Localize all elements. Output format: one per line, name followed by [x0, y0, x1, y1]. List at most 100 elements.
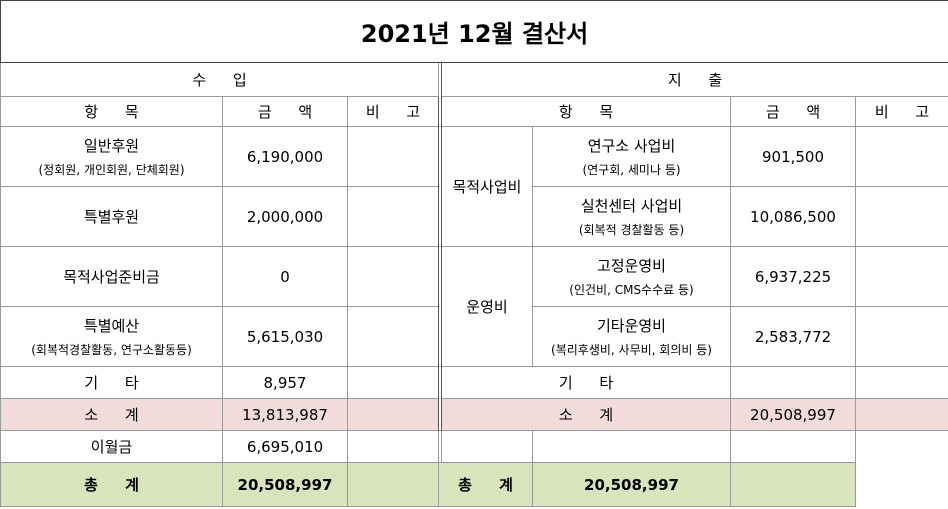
title: 2021년 12월 결산서 — [0, 0, 948, 63]
expense-amount — [730, 366, 856, 399]
item-note: (연구회, 세미나 등) — [582, 163, 681, 177]
income-amount-text: 0 — [280, 267, 290, 286]
column-header: 비 고 — [854, 96, 948, 127]
expense-item-text: 실천센터 사업비 — [580, 197, 683, 215]
income-note — [347, 462, 439, 507]
income-total-label-text: 총 계 — [84, 476, 139, 494]
income-note — [347, 126, 439, 187]
expense-total: 20,508,997 — [532, 462, 731, 507]
expense-note — [854, 186, 948, 247]
item-note: (정회원, 개인회원, 단체회원) — [38, 163, 185, 177]
income-amount: 0 — [222, 246, 348, 307]
income-amount-text: 2,000,000 — [246, 207, 324, 226]
income-note — [347, 430, 439, 463]
expense-note — [854, 366, 948, 399]
table-row: 특별후원 2,000,000 실천센터 사업비 (회복적 경찰활동 등) 10,086,… — [0, 186, 948, 247]
income-subtotal: 13,813,987 — [222, 398, 348, 431]
expense-amount-text: 901,500 — [761, 147, 825, 166]
income-amount: 2,000,000 — [222, 186, 348, 247]
expense-subtotal: 20,508,997 — [730, 398, 856, 431]
income-item-text: 특별예산 — [83, 317, 140, 335]
item-note: (복리후생비, 사무비, 회의비 등) — [551, 343, 712, 357]
expense-item: 고정운영비 (인건비, CMS수수료 등) — [532, 246, 731, 307]
column-header: 항 목 — [441, 96, 731, 127]
expense-amount: 2,583,772 — [730, 306, 856, 367]
income-total-text: 20,508,997 — [237, 475, 333, 494]
expense-amount: 901,500 — [730, 126, 856, 187]
expense-category: 목적사업비 — [441, 126, 533, 247]
expense-item-text: 고정운영비 — [596, 257, 666, 275]
income-heading: 수 입 — [0, 62, 439, 97]
expense-note — [854, 126, 948, 187]
income-item: 일반후원 (정회원, 개인회원, 단체회원) — [0, 126, 223, 187]
income-item: 특별예산 (회복적경찰활동, 연구소활동등) — [0, 306, 223, 367]
income-note — [347, 186, 439, 247]
income-total: 20,508,997 — [222, 462, 348, 507]
table-row: 특별예산 (회복적경찰활동, 연구소활동등) 5,615,030 기타운영비 (복리후생… — [0, 306, 948, 367]
expense-amount-text: 6,937,225 — [754, 267, 832, 286]
column-header: 금 액 — [222, 96, 348, 127]
expense-amount-text: 10,086,500 — [750, 207, 836, 226]
income-item-text: 목적사업준비금 — [63, 268, 160, 286]
table-row: 총 계 20,508,997 총 계 20,508,997 — [0, 462, 948, 507]
expense-total-text: 20,508,997 — [584, 475, 679, 494]
expense-item: 기 타 — [441, 366, 731, 399]
income-subtotal-text: 13,813,987 — [242, 405, 328, 424]
income-note — [347, 246, 439, 307]
income-amount-text: 8,957 — [263, 373, 307, 392]
income-item-text: 일반후원 — [83, 137, 140, 155]
table-row: 목적사업준비금 0 운영비 고정운영비 (인건비, CMS수수료 등) 6,937,225 — [0, 246, 948, 367]
expense-category: 운영비 — [441, 246, 533, 367]
item-note: (회복적경찰활동, 연구소활동등) — [31, 343, 192, 357]
expense-item-text: 연구소 사업비 — [587, 137, 676, 155]
expense-subtotal-text: 20,508,997 — [750, 405, 836, 424]
expense-subtotal-label: 소 계 — [441, 398, 731, 431]
expense-heading: 지 출 — [440, 62, 948, 97]
income-note — [347, 366, 439, 399]
income-amount-text: 6,190,000 — [246, 147, 324, 166]
income-item-text: 기 타 — [84, 374, 139, 392]
income-item: 기 타 — [0, 366, 223, 399]
expense-total-label-text: 총 계 — [458, 476, 513, 494]
item-note: (인건비, CMS수수료 등) — [569, 283, 694, 297]
income-subtotal-label-text: 소 계 — [84, 406, 139, 424]
income-item: 목적사업준비금 — [0, 246, 223, 307]
expense-empty — [532, 430, 731, 463]
expense-category-text: 목적사업비 — [452, 178, 522, 196]
expense-item: 기타운영비 (복리후생비, 사무비, 회의비 등) — [532, 306, 731, 367]
item-note: (회복적 경찰활동 등) — [578, 223, 685, 237]
expense-item-text: 기 타 — [558, 374, 614, 392]
expense-item-text: 기타운영비 — [596, 317, 666, 335]
table-row: 기 타 8,957 기 타 — [0, 366, 948, 399]
expense-amount: 6,937,225 — [730, 246, 856, 307]
expense-note — [854, 398, 948, 431]
expense-note — [730, 462, 856, 507]
income-amount: 5,615,030 — [222, 306, 348, 367]
expense-note — [854, 306, 948, 367]
income-amount: 8,957 — [222, 366, 348, 399]
carryover-amount: 6,695,010 — [222, 430, 348, 463]
income-item: 특별후원 — [0, 186, 223, 247]
carryover-amount-text: 6,695,010 — [246, 437, 324, 456]
expense-note — [854, 246, 948, 307]
column-header: 금 액 — [730, 96, 856, 127]
income-amount-text: 5,615,030 — [246, 327, 324, 346]
table-row: 일반후원 (정회원, 개인회원, 단체회원) 6,190,000 목적사업비 연구소 사… — [0, 126, 948, 247]
table-row: 소 계 13,813,987 소 계 20,508,997 — [0, 398, 948, 431]
expense-item: 연구소 사업비 (연구회, 세미나 등) — [532, 126, 731, 187]
expense-empty — [441, 430, 533, 463]
expense-amount-text: 2,583,772 — [754, 327, 832, 346]
table-row: 이월금 6,695,010 — [0, 430, 948, 463]
expense-amount: 10,086,500 — [730, 186, 856, 247]
income-total-label: 총 계 — [0, 462, 223, 507]
income-subtotal-label: 소 계 — [0, 398, 223, 431]
expense-category-text: 운영비 — [466, 298, 508, 316]
carryover-label: 이월금 — [0, 430, 223, 463]
income-item-text: 특별후원 — [83, 208, 140, 226]
income-note — [347, 398, 439, 431]
expense-item: 실천센터 사업비 (회복적 경찰활동 등) — [532, 186, 731, 247]
income-note — [347, 306, 439, 367]
